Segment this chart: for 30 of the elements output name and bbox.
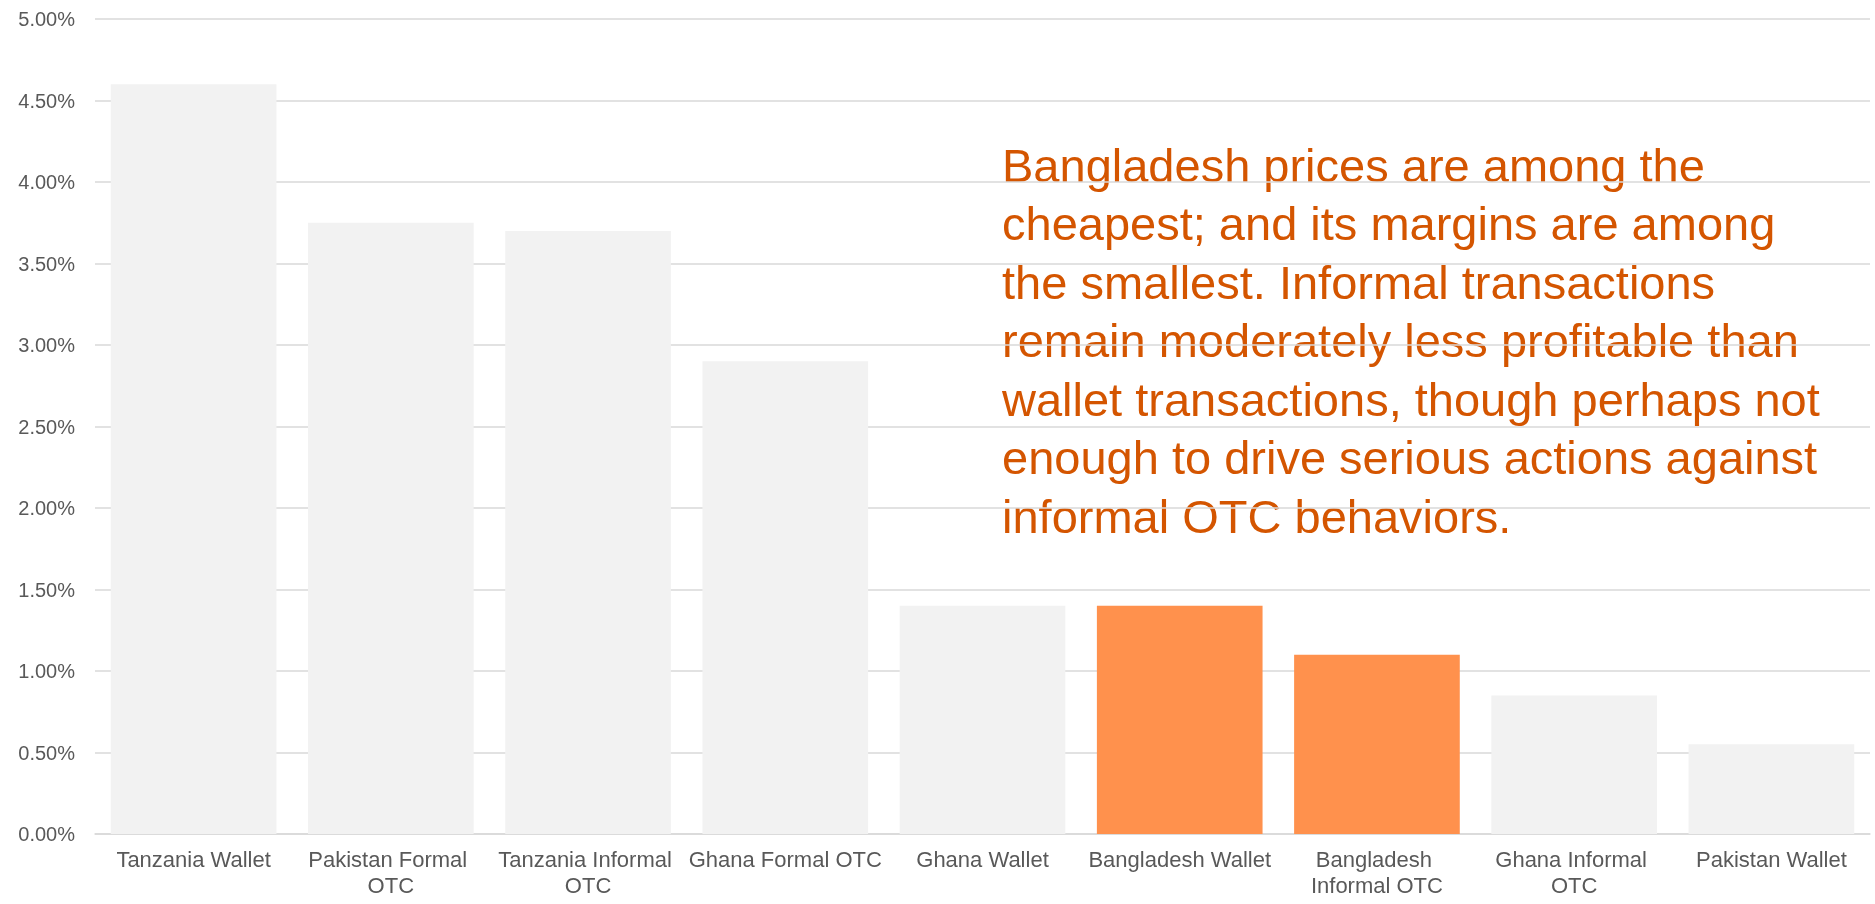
bar <box>110 84 277 834</box>
bar <box>505 230 671 834</box>
x-tick-label: Bangladesh Informal OTC <box>1310 846 1444 898</box>
bar <box>1491 695 1657 834</box>
y-tick-label: 1.50% <box>18 578 76 601</box>
bar <box>1688 744 1855 834</box>
bar <box>702 361 869 834</box>
x-tick-label: Pakistan Formal OTC <box>308 846 474 898</box>
y-tick-label: 4.00% <box>18 171 76 193</box>
x-tick-label: Tanzania Wallet <box>116 846 271 872</box>
y-tick-label: 2.50% <box>18 415 76 438</box>
y-tick-label: 4.50% <box>18 89 76 112</box>
y-tick-label: 5.00% <box>18 8 76 30</box>
x-tick-label: Ghana Informal OTC <box>1495 846 1654 898</box>
y-tick-label: 3.50% <box>18 252 76 275</box>
x-tick-label: Tanzania Informal OTC <box>498 846 678 898</box>
y-tick-label: 0.00% <box>18 823 76 845</box>
y-tick-label: 2.00% <box>18 497 76 519</box>
x-tick-label: Ghana Wallet <box>916 846 1049 872</box>
y-tick-label: 1.00% <box>18 660 76 682</box>
bar <box>899 605 1066 834</box>
x-tick-label: Pakistan Wallet <box>1695 846 1847 872</box>
annotation: Bangladesh prices are among the cheapest; and its margins are among the smallest. Informal transactions remain moderately less profitable than wallet transactions, though perhaps not enough to drive serious actions against informal OTC behaviors. <box>1001 138 1820 543</box>
y-tick-label: 3.00% <box>18 334 76 356</box>
y-tick-label: 0.50% <box>18 741 76 764</box>
bar <box>1096 605 1263 834</box>
x-tick-label: Ghana Formal OTC <box>688 846 882 872</box>
bar <box>1294 654 1460 834</box>
x-tick-label: Bangladesh Wallet <box>1088 846 1272 872</box>
bar <box>308 222 474 834</box>
